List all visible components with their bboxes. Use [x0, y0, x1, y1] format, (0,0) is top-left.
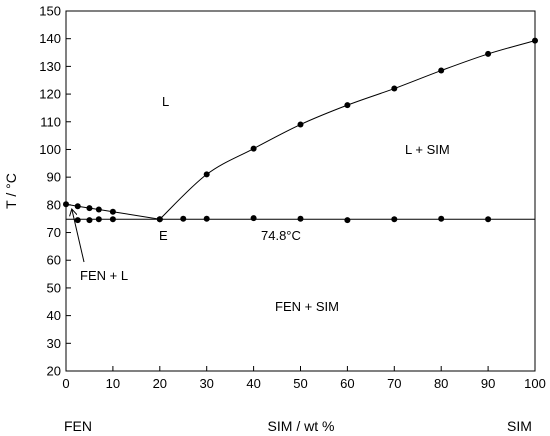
data-point-eutectic-points	[74, 217, 81, 224]
x-tick-label: 50	[293, 376, 307, 391]
x-tick-label: 60	[340, 376, 354, 391]
y-tick-label: 60	[47, 253, 61, 268]
x-axis-title: SIM / wt %	[268, 418, 335, 434]
y-tick-label: 90	[47, 170, 61, 185]
data-point-eutectic-points	[180, 215, 187, 222]
plot-area-frame	[65, 10, 536, 372]
y-axis-title: T / °C	[3, 173, 19, 209]
fen-liquid-arrow	[72, 210, 85, 263]
y-tick-label: 80	[47, 197, 61, 212]
eutectic-temperature-label: 74.8°C	[261, 228, 301, 243]
y-tick-label: 130	[39, 59, 61, 74]
data-point-liquidus-right	[297, 121, 304, 128]
data-point-eutectic-points	[250, 215, 257, 222]
data-point-eutectic-points	[297, 215, 304, 222]
data-point-eutectic-points	[86, 217, 93, 224]
eutectic-point-label: E	[159, 228, 168, 243]
y-tick-label: 100	[39, 142, 61, 157]
y-tick-label: 40	[47, 308, 61, 323]
data-point-eutectic-points	[203, 215, 210, 222]
data-point-liquidus-right	[532, 37, 538, 44]
data-point-eutectic-points	[485, 216, 492, 223]
data-point-liquidus-right	[203, 171, 210, 178]
y-tick-label: 30	[47, 336, 61, 351]
x-tick-label: 30	[199, 376, 213, 391]
data-point-eutectic-points	[344, 217, 351, 224]
x-tick-label: 0	[62, 376, 69, 391]
x-tick-label: 100	[524, 376, 546, 391]
data-point-eutectic-points	[438, 215, 445, 222]
region-label-fen-liquid: FEN + L	[80, 268, 128, 283]
x-tick-label: 40	[246, 376, 260, 391]
data-point-liquidus-right	[485, 50, 492, 57]
data-point-eutectic-points	[109, 216, 116, 223]
data-point-eutectic-points	[95, 216, 102, 223]
x-axis-right-end-label: SIM	[507, 418, 532, 434]
y-tick-label: 120	[39, 87, 61, 102]
data-point-liquidus-right	[438, 67, 445, 74]
region-label-fen-sim: FEN + SIM	[275, 299, 339, 314]
data-point-liquidus-left	[109, 208, 116, 215]
y-tick-label: 70	[47, 225, 61, 240]
data-point-liquidus-right	[250, 145, 257, 152]
data-point-liquidus-left	[63, 201, 69, 208]
data-point-liquidus-right	[391, 85, 398, 92]
y-tick-label: 140	[39, 31, 61, 46]
x-tick-label: 90	[481, 376, 495, 391]
y-tick-label: 20	[47, 364, 61, 379]
y-tick-label: 110	[40, 114, 61, 129]
data-point-eutectic-points	[391, 216, 398, 223]
data-point-liquidus-right	[156, 216, 163, 223]
x-tick-label: 70	[387, 376, 401, 391]
y-tick-label: 50	[47, 280, 61, 295]
data-point-liquidus-left	[74, 203, 81, 210]
x-axis-left-end-label: FEN	[64, 418, 92, 434]
region-label-liquid-sim: L + SIM	[405, 142, 450, 157]
x-tick-label: 20	[153, 376, 167, 391]
data-point-liquidus-left	[95, 206, 102, 213]
x-tick-label: 80	[434, 376, 448, 391]
y-tick-label: 150	[39, 4, 61, 19]
x-tick-label: 10	[106, 376, 120, 391]
y-axis-ticks: 20 30 40 50 60 70 80 90 100 110 120 130 140 150	[39, 4, 71, 379]
data-point-liquidus-left	[86, 205, 93, 212]
liquidus-right-curve	[159, 40, 536, 220]
region-label-liquid: L	[162, 94, 169, 109]
x-axis-ticks: 0 10 20 30 40 50 60 70 80 90 100	[62, 366, 546, 391]
data-points	[63, 37, 538, 224]
data-point-liquidus-right	[344, 102, 351, 109]
